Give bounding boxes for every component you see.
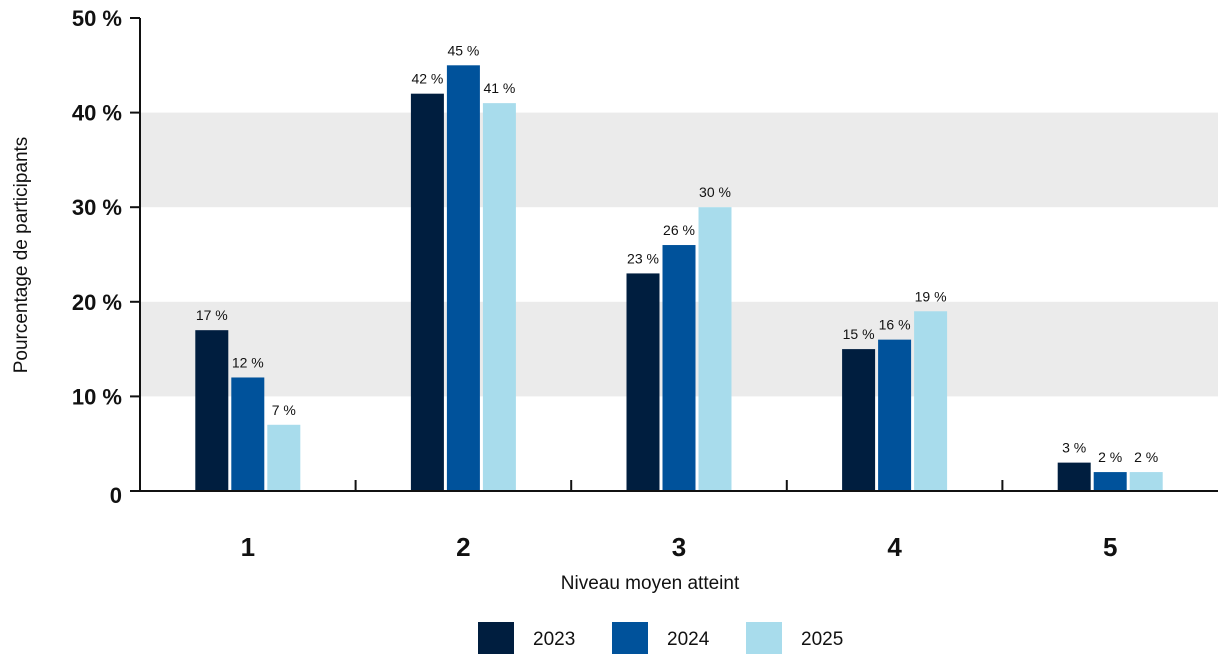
bar-2025-3 (698, 207, 732, 491)
y-tick-label: 40 % (72, 101, 122, 126)
x-tick-label: 2 (456, 532, 470, 562)
bar-2023-5 (1057, 462, 1091, 491)
y-tick-label: 50 % (72, 6, 122, 31)
data-label-2025-1: 7 % (272, 402, 296, 418)
x-tick-label: 4 (887, 532, 902, 562)
bar-2024-1 (231, 377, 265, 491)
bar-2025-1 (267, 424, 301, 491)
bar-2024-4 (878, 339, 912, 491)
data-label-2023-1: 17 % (196, 307, 228, 323)
data-label-2023-3: 23 % (627, 250, 659, 266)
bar-2023-3 (626, 273, 660, 491)
x-axis-title: Niveau moyen atteint (561, 573, 740, 594)
y-tick-label: 20 % (72, 290, 122, 315)
bar-2024-2 (446, 65, 480, 492)
y-tick-label: 10 % (72, 384, 122, 409)
data-label-2025-5: 2 % (1134, 449, 1158, 465)
legend: 2023 2024 2025 (478, 622, 843, 654)
bar-2023-1 (195, 330, 229, 491)
data-label-2024-2: 45 % (447, 42, 479, 58)
data-label-2024-4: 16 % (879, 317, 911, 333)
bar-2023-4 (842, 349, 876, 491)
data-labels: 17 %12 %7 %42 %45 %41 %23 %26 %30 %15 %1… (196, 42, 1158, 465)
data-label-2024-3: 26 % (663, 222, 695, 238)
y-tick-label: 0 (110, 483, 122, 508)
legend-label-2025: 2025 (801, 629, 843, 650)
bar-2025-2 (482, 103, 516, 491)
bars (195, 65, 1163, 492)
data-label-2024-1: 12 % (232, 354, 264, 370)
bar-2024-3 (662, 245, 696, 491)
y-axis-title: Pourcentage de participants (11, 137, 32, 374)
bar-2023-2 (410, 93, 444, 492)
x-tick-labels: 1 2 3 4 5 (241, 532, 1118, 562)
data-label-2025-4: 19 % (915, 288, 947, 304)
y-tick-labels: 0 10 % 20 % 30 % 40 % 50 % (72, 6, 122, 508)
bar-2025-5 (1129, 472, 1163, 491)
bar-2025-4 (914, 311, 948, 491)
grid-band (140, 112, 1218, 208)
legend-swatch-2025 (746, 622, 782, 654)
x-tick-label: 1 (241, 532, 255, 562)
axes (130, 17, 1218, 492)
data-label-2025-3: 30 % (699, 184, 731, 200)
legend-swatch-2024 (612, 622, 648, 654)
data-label-2023-5: 3 % (1062, 440, 1086, 456)
data-label-2023-4: 15 % (843, 326, 875, 342)
legend-label-2023: 2023 (533, 629, 575, 650)
legend-swatch-2023 (478, 622, 514, 654)
bar-2024-5 (1093, 472, 1127, 491)
legend-label-2024: 2024 (667, 629, 710, 650)
data-label-2024-5: 2 % (1098, 449, 1122, 465)
data-label-2025-2: 41 % (483, 80, 515, 96)
y-tick-label: 30 % (72, 195, 122, 220)
data-label-2023-2: 42 % (411, 71, 443, 87)
x-tick-label: 5 (1103, 532, 1117, 562)
x-tick-label: 3 (672, 532, 686, 562)
